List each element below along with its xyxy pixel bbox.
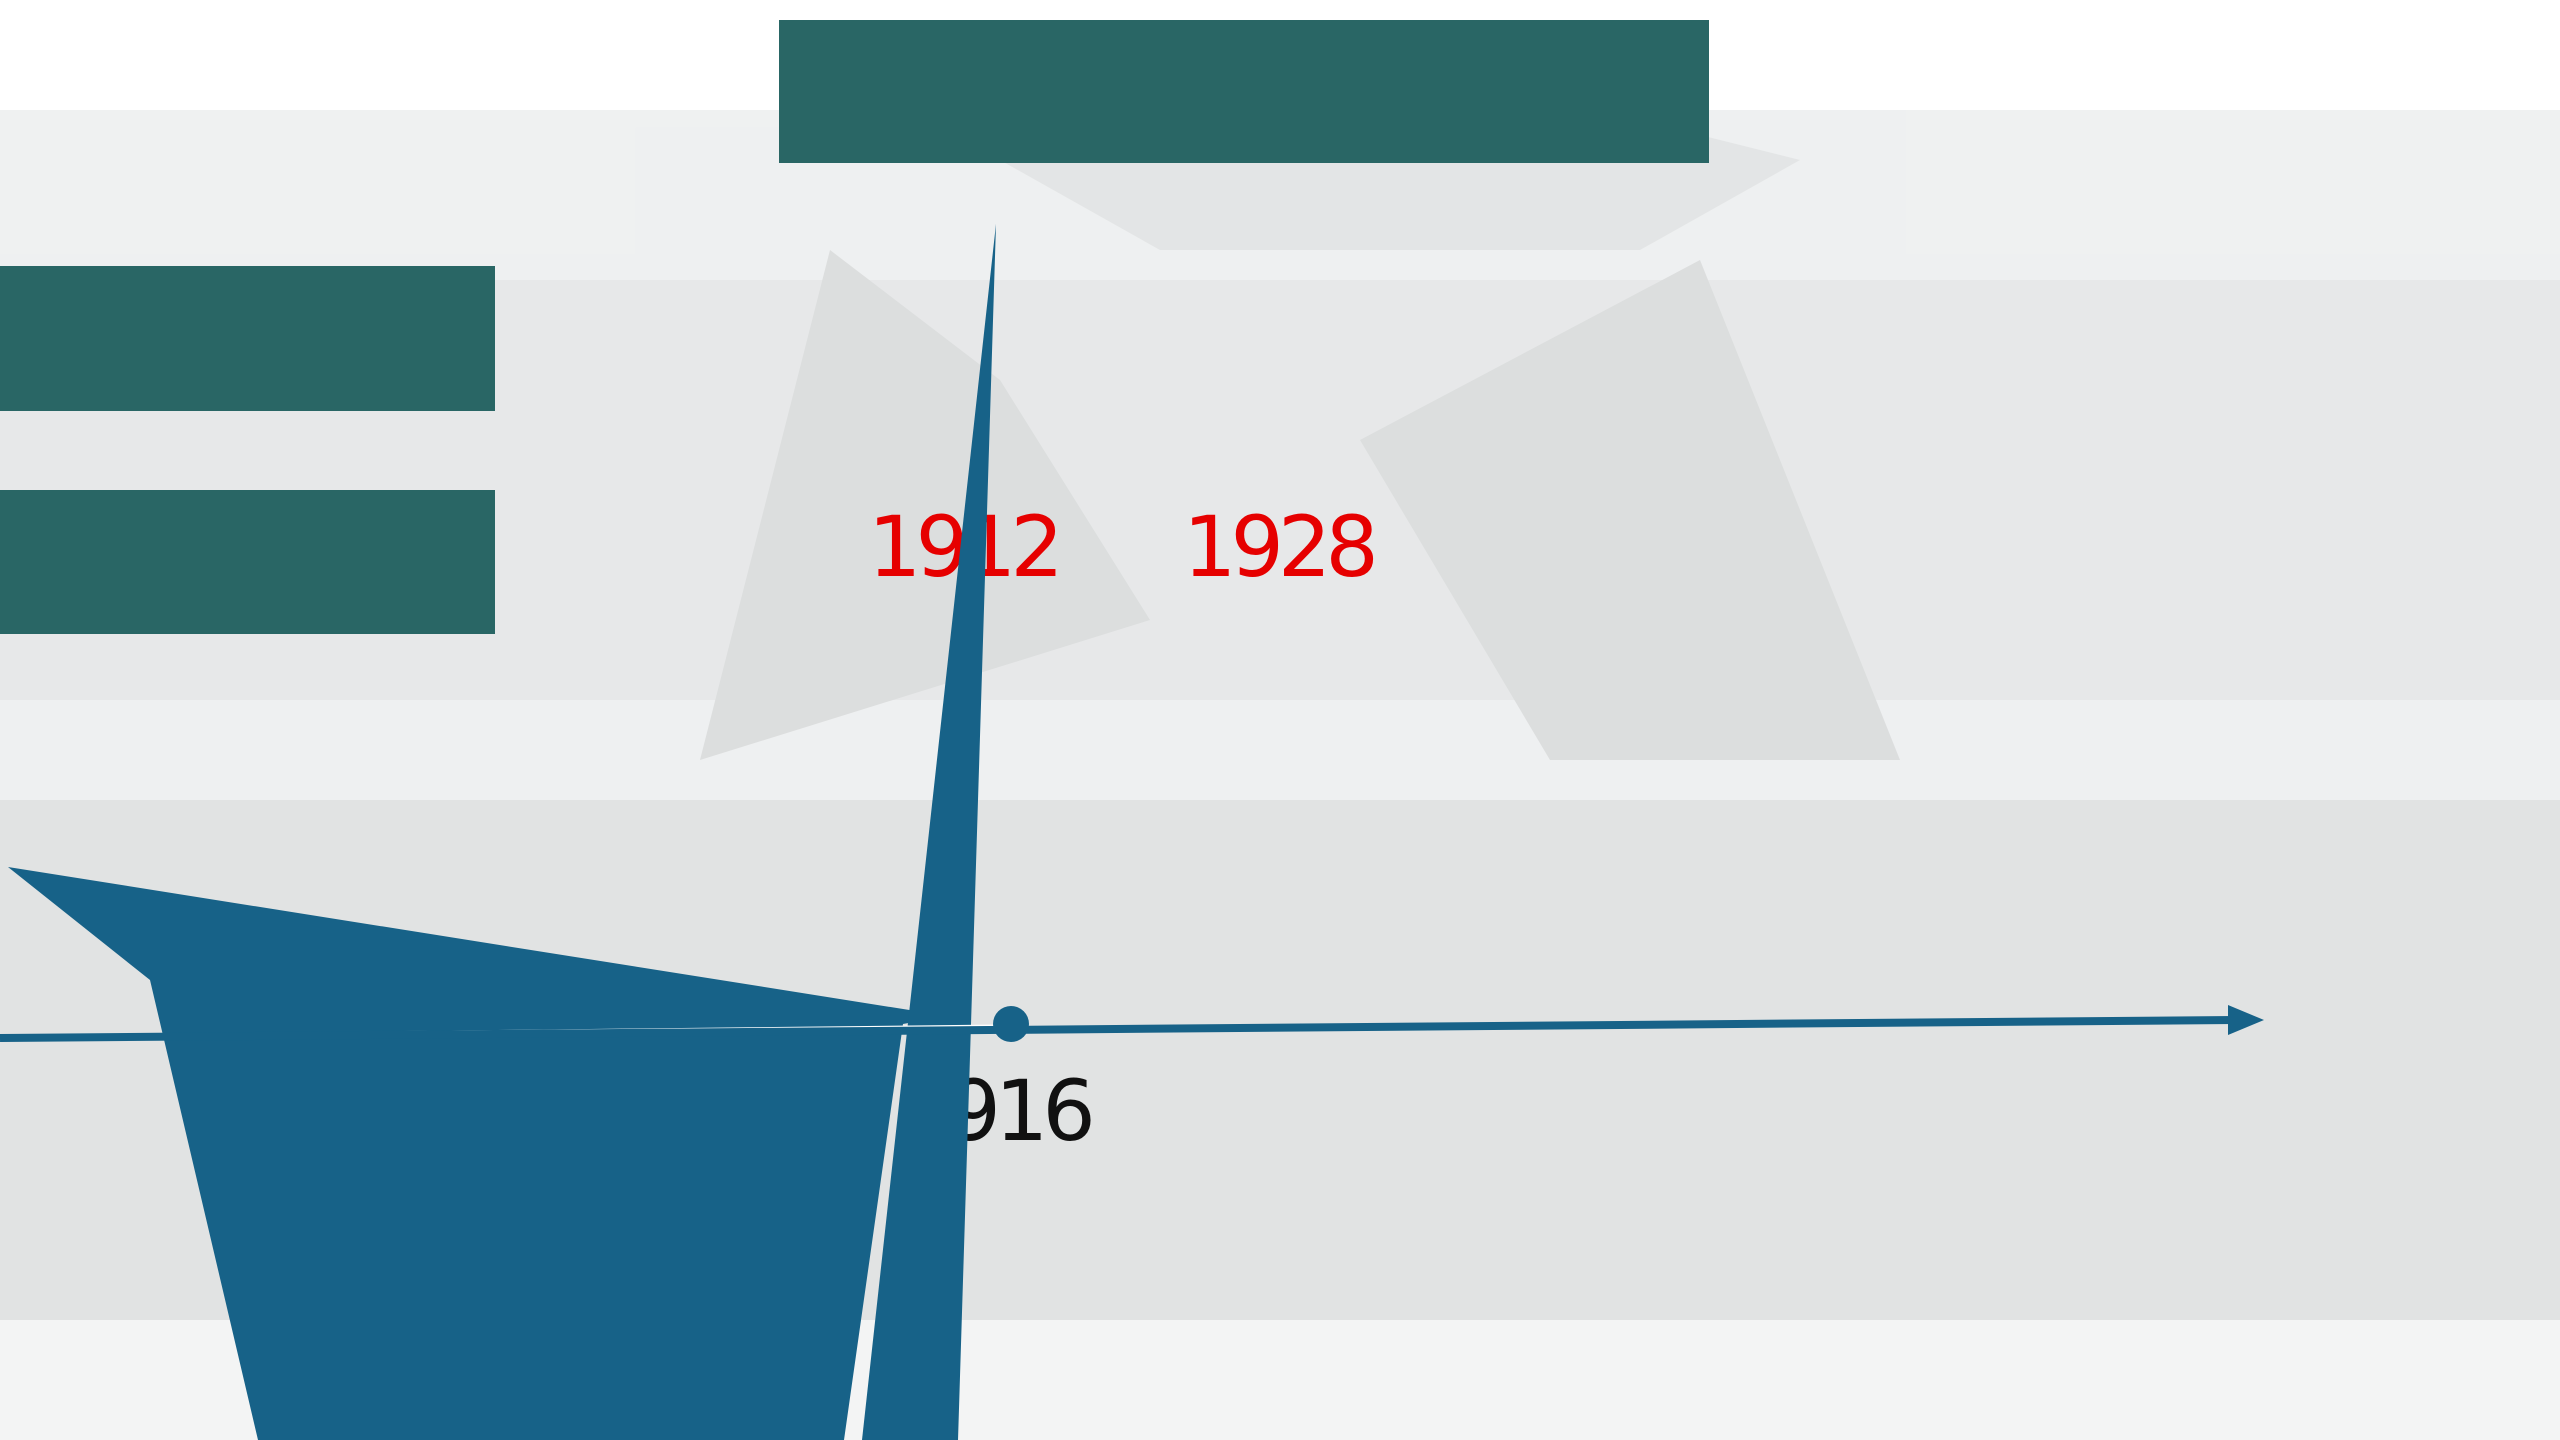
year-label: 1928: [1183, 498, 1373, 596]
slide: 1912 1928 1916: [0, 0, 2560, 1440]
side-box: [0, 490, 495, 634]
timeline-dot: [993, 1006, 1029, 1042]
title-box: [779, 20, 1709, 163]
side-box: [0, 266, 495, 411]
